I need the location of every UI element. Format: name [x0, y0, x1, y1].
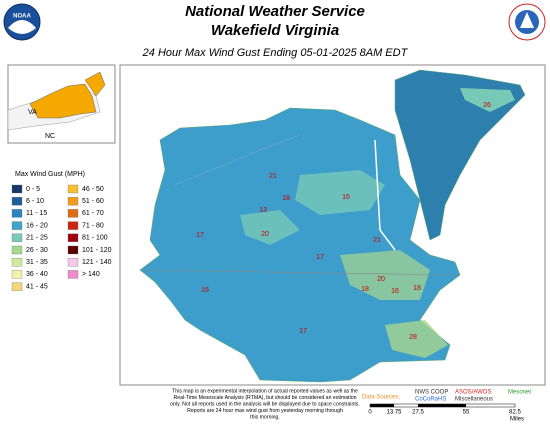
source: Mesonet: [508, 390, 531, 396]
legend: 0 - 5 6 - 10 11 - 15 16 - 20 21 - 25 26 - 30 3…: [11, 184, 112, 291]
station-value: 18: [282, 195, 290, 202]
station-value: 28: [409, 334, 417, 341]
legend-swatch: [67, 270, 79, 279]
main-map: [119, 64, 546, 386]
station-value: 17: [196, 232, 204, 239]
logo-text: NOAA: [13, 14, 31, 20]
source: ASOS/AWOS: [455, 390, 491, 396]
legend-label: 26 - 30: [26, 247, 48, 254]
station-value: 18: [413, 285, 421, 292]
scale-unit: Miles: [510, 417, 524, 423]
disclaimer: This map is an experimental interpolatio…: [170, 388, 360, 420]
station-value: 17: [316, 254, 324, 261]
legend-swatch: [11, 282, 23, 291]
station-value: 16: [391, 288, 399, 295]
source: CoCoRaHS: [415, 397, 446, 403]
subtitle: 24 Hour Max Wind Gust Ending 05-01-2025 …: [142, 47, 409, 59]
legend-swatch: [11, 221, 23, 230]
inset-map: NC VA: [7, 64, 116, 144]
legend-swatch: [11, 184, 23, 194]
disclaimer-line: This map is an experimental interpolatio…: [172, 388, 358, 394]
office: Wakefield Virginia: [211, 22, 339, 39]
legend-label: > 140: [82, 271, 100, 278]
scale-labels: 0 13.75 27.5 55 82.5: [368, 410, 521, 416]
legend-label: 6 - 10: [26, 198, 44, 205]
inset-label: VA: [28, 109, 37, 116]
legend-label: 61 - 70: [82, 210, 104, 217]
station-value: 16: [201, 287, 209, 294]
station-labels: 26 21 18 16 13 17 20 21 17 20 18 16 18 1…: [196, 102, 491, 341]
disclaimer-line: Real-Time Mesoscale Analysis (RTMA), but…: [173, 395, 356, 401]
legend-swatch: [11, 233, 23, 242]
legend-swatch: [67, 233, 79, 242]
nws-logo: [508, 3, 546, 41]
legend-swatch: [11, 209, 23, 218]
legend-swatch: [67, 197, 79, 206]
source: Miscellaneous: [455, 397, 493, 403]
source: NWS COOP: [415, 390, 448, 396]
legend-swatch: [67, 258, 79, 267]
scale-tick: 13.75: [386, 410, 402, 416]
legend-swatch: [11, 197, 23, 206]
station-value: 21: [373, 237, 381, 244]
legend-label: 21 - 25: [26, 235, 48, 242]
disclaimer-line: Reports are 24 hour max wind gust from y…: [187, 408, 343, 414]
legend-label: 11 - 15: [26, 210, 47, 217]
legend-label: 0 - 5: [26, 186, 40, 193]
legend-swatch: [67, 184, 79, 194]
station-value: 21: [269, 173, 277, 180]
scale-tick: 0: [368, 410, 372, 416]
scale-tick: 82.5: [509, 410, 521, 416]
disclaimer-line: only. Not all reports used in the analys…: [170, 401, 360, 407]
sources-label: Data Sources:: [362, 395, 400, 401]
legend-swatch: [11, 258, 23, 267]
legend-swatch: [11, 245, 23, 255]
station-value: 17: [299, 328, 307, 335]
noaa-logo: NOAA: [3, 3, 41, 41]
inset-label: NC: [45, 133, 55, 140]
station-value: 18: [361, 286, 369, 293]
legend-label: 36 - 40: [26, 271, 48, 278]
legend-label: 16 - 20: [26, 222, 48, 229]
legend-swatch: [67, 209, 79, 218]
legend-title: Max Wind Gust (MPH): [15, 171, 85, 178]
legend-label: 101 - 120: [82, 247, 112, 254]
station-value: 16: [342, 194, 350, 201]
scale-bar: [369, 403, 516, 408]
legend-label: 46 - 50: [82, 186, 104, 193]
disclaimer-line: this morning.: [250, 414, 280, 420]
station-value: 13: [259, 207, 267, 214]
legend-swatch: [67, 245, 79, 255]
scale-tick: 55: [463, 410, 470, 416]
legend-swatch: [67, 221, 79, 230]
title: National Weather Service: [185, 3, 365, 20]
legend-label: 41 - 45: [26, 283, 48, 290]
station-value: 26: [483, 102, 491, 109]
scale-tick: 27.5: [412, 410, 424, 416]
legend-label: 31 - 35: [26, 259, 48, 266]
legend-label: 51 - 60: [82, 198, 104, 205]
station-value: 20: [377, 276, 385, 283]
station-value: 20: [261, 231, 269, 238]
legend-label: 71 - 80: [82, 222, 104, 229]
legend-label: 81 - 100: [82, 235, 108, 242]
legend-swatch: [11, 270, 23, 279]
legend-label: 121 - 140: [82, 259, 112, 266]
